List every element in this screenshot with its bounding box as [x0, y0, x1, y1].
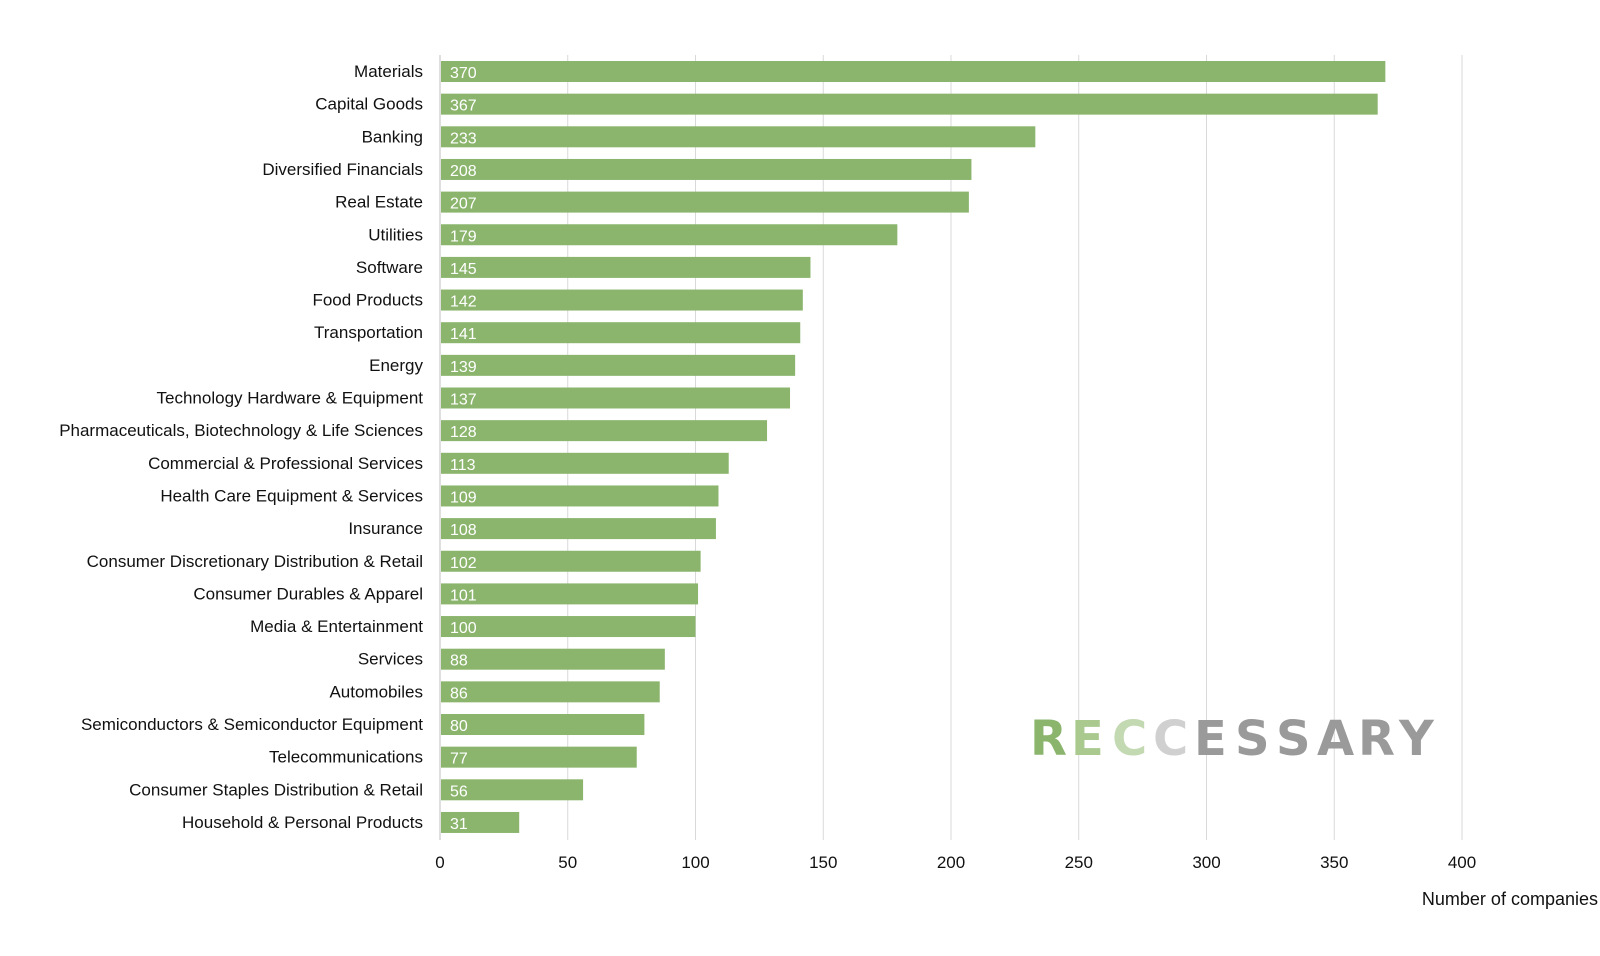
- watermark-letter: A: [1317, 711, 1360, 767]
- value-label-consumer-discretionary-distribution-retail: 102: [450, 555, 477, 572]
- category-label-consumer-staples-distribution-retail: Consumer Staples Distribution & Retail: [129, 780, 423, 799]
- value-label-pharmaceuticals-biotechnology-life-sciences: 128: [450, 424, 477, 441]
- category-label-commercial-professional-services: Commercial & Professional Services: [148, 454, 423, 473]
- value-label-household-personal-products: 31: [450, 816, 468, 833]
- category-label-capital-goods: Capital Goods: [315, 95, 423, 114]
- category-label-banking: Banking: [362, 127, 423, 146]
- category-label-media-entertainment: Media & Entertainment: [250, 617, 423, 636]
- x-tick-100: 100: [681, 853, 709, 872]
- x-tick-labels: 0 50 100 150 200 250 300 350 400: [435, 853, 1476, 872]
- value-label-media-entertainment: 100: [450, 620, 477, 637]
- watermark-letter: C: [1153, 711, 1194, 767]
- value-label-energy: 139: [450, 359, 477, 376]
- value-label-services: 88: [450, 653, 468, 670]
- category-label-technology-hardware-equipment: Technology Hardware & Equipment: [157, 389, 424, 408]
- category-label-services: Services: [358, 650, 423, 669]
- bar-services: [441, 648, 665, 670]
- bar-transportation: [441, 322, 801, 344]
- watermark-letter: S: [1276, 711, 1317, 767]
- watermark-letter: E: [1071, 711, 1110, 767]
- category-label-utilities: Utilities: [368, 225, 423, 244]
- bar-food-products: [441, 289, 803, 311]
- value-label-health-care-equipment-services: 109: [450, 489, 477, 506]
- category-label-pharmaceuticals-biotechnology-life-sciences: Pharmaceuticals, Biotechnology & Life Sc…: [59, 421, 423, 440]
- category-labels: Materials Capital Goods Banking Diversified…: [59, 62, 423, 832]
- category-label-health-care-equipment-services: Health Care Equipment & Services: [160, 486, 423, 505]
- category-label-consumer-discretionary-distribution-retail: Consumer Discretionary Distribution & Re…: [87, 552, 423, 571]
- gridlines: [439, 55, 1463, 840]
- category-label-semiconductors-semiconductor-equipment: Semiconductors & Semiconductor Equipment: [81, 715, 423, 734]
- watermark-logo: RE C C E S S ARY: [1030, 711, 1440, 767]
- category-label-transportation: Transportation: [314, 323, 423, 342]
- value-label-semiconductors-semiconductor-equipment: 80: [450, 718, 468, 735]
- category-label-consumer-durables-apparel: Consumer Durables & Apparel: [193, 584, 423, 603]
- category-label-real-estate: Real Estate: [335, 193, 423, 212]
- value-labels: 370 367 233 208 207 179 145 142 141 139 137 128 113 1…: [450, 65, 477, 833]
- bar-consumer-staples-distribution-retail: [441, 779, 584, 801]
- bar-pharmaceuticals-biotechnology-life-sciences: [441, 420, 768, 442]
- value-label-technology-hardware-equipment: 137: [450, 392, 477, 409]
- bar-capital-goods: [441, 93, 1378, 115]
- bar-real-estate: [441, 191, 969, 213]
- watermark-letter: R: [1030, 711, 1073, 767]
- category-label-software: Software: [356, 258, 423, 277]
- category-label-diversified-financials: Diversified Financials: [262, 160, 423, 179]
- bar-software: [441, 256, 811, 278]
- value-label-transportation: 141: [450, 326, 477, 343]
- x-tick-250: 250: [1065, 853, 1093, 872]
- value-label-consumer-staples-distribution-retail: 56: [450, 783, 468, 800]
- value-label-software: 145: [450, 261, 477, 278]
- watermark-letter: C: [1112, 711, 1153, 767]
- bar-media-entertainment: [441, 616, 696, 638]
- bar-insurance: [441, 518, 716, 540]
- category-label-food-products: Food Products: [312, 291, 423, 310]
- bar-consumer-discretionary-distribution-retail: [441, 550, 701, 572]
- bar-technology-hardware-equipment: [441, 387, 791, 409]
- value-label-automobiles: 86: [450, 685, 468, 702]
- category-label-materials: Materials: [354, 62, 423, 81]
- value-label-insurance: 108: [450, 522, 477, 539]
- value-label-food-products: 142: [450, 294, 477, 311]
- bar-consumer-durables-apparel: [441, 583, 699, 605]
- watermark-letter: R: [1358, 711, 1401, 767]
- bar-health-care-equipment-services: [441, 485, 719, 507]
- bar-semiconductors-semiconductor-equipment: [441, 714, 645, 735]
- x-tick-300: 300: [1192, 853, 1220, 872]
- value-label-telecommunications: 77: [450, 751, 468, 768]
- value-label-utilities: 179: [450, 228, 477, 245]
- bar-commercial-professional-services: [441, 452, 729, 474]
- value-label-consumer-durables-apparel: 101: [450, 587, 477, 604]
- category-label-insurance: Insurance: [348, 519, 423, 538]
- watermark-letter: E: [1194, 711, 1233, 767]
- x-tick-50: 50: [558, 853, 577, 872]
- bar-energy: [441, 354, 796, 376]
- bar-automobiles: [441, 681, 660, 703]
- x-tick-350: 350: [1320, 853, 1348, 872]
- value-label-diversified-financials: 208: [450, 163, 477, 180]
- x-tick-150: 150: [809, 853, 837, 872]
- category-label-energy: Energy: [369, 356, 423, 375]
- bar-utilities: [441, 224, 898, 246]
- bar-banking: [441, 126, 1036, 148]
- x-tick-0: 0: [435, 853, 444, 872]
- bar-diversified-financials: [441, 158, 972, 180]
- value-label-commercial-professional-services: 113: [450, 457, 476, 474]
- watermark-letter: S: [1235, 711, 1276, 767]
- bar-materials: [441, 61, 1386, 82]
- watermark-letter: Y: [1398, 711, 1440, 767]
- category-label-telecommunications: Telecommunications: [269, 748, 423, 767]
- value-label-capital-goods: 367: [450, 98, 477, 115]
- category-label-automobiles: Automobiles: [329, 682, 423, 701]
- category-label-household-personal-products: Household & Personal Products: [182, 813, 423, 832]
- bar-household-personal-products: [441, 811, 520, 833]
- x-tick-400: 400: [1448, 853, 1476, 872]
- bars: [441, 61, 1386, 833]
- x-axis-title: Number of companies: [1422, 889, 1598, 909]
- value-label-real-estate: 207: [450, 196, 477, 213]
- x-tick-200: 200: [937, 853, 965, 872]
- bar-telecommunications: [441, 746, 637, 768]
- value-label-materials: 370: [450, 65, 477, 82]
- value-label-banking: 233: [450, 130, 477, 147]
